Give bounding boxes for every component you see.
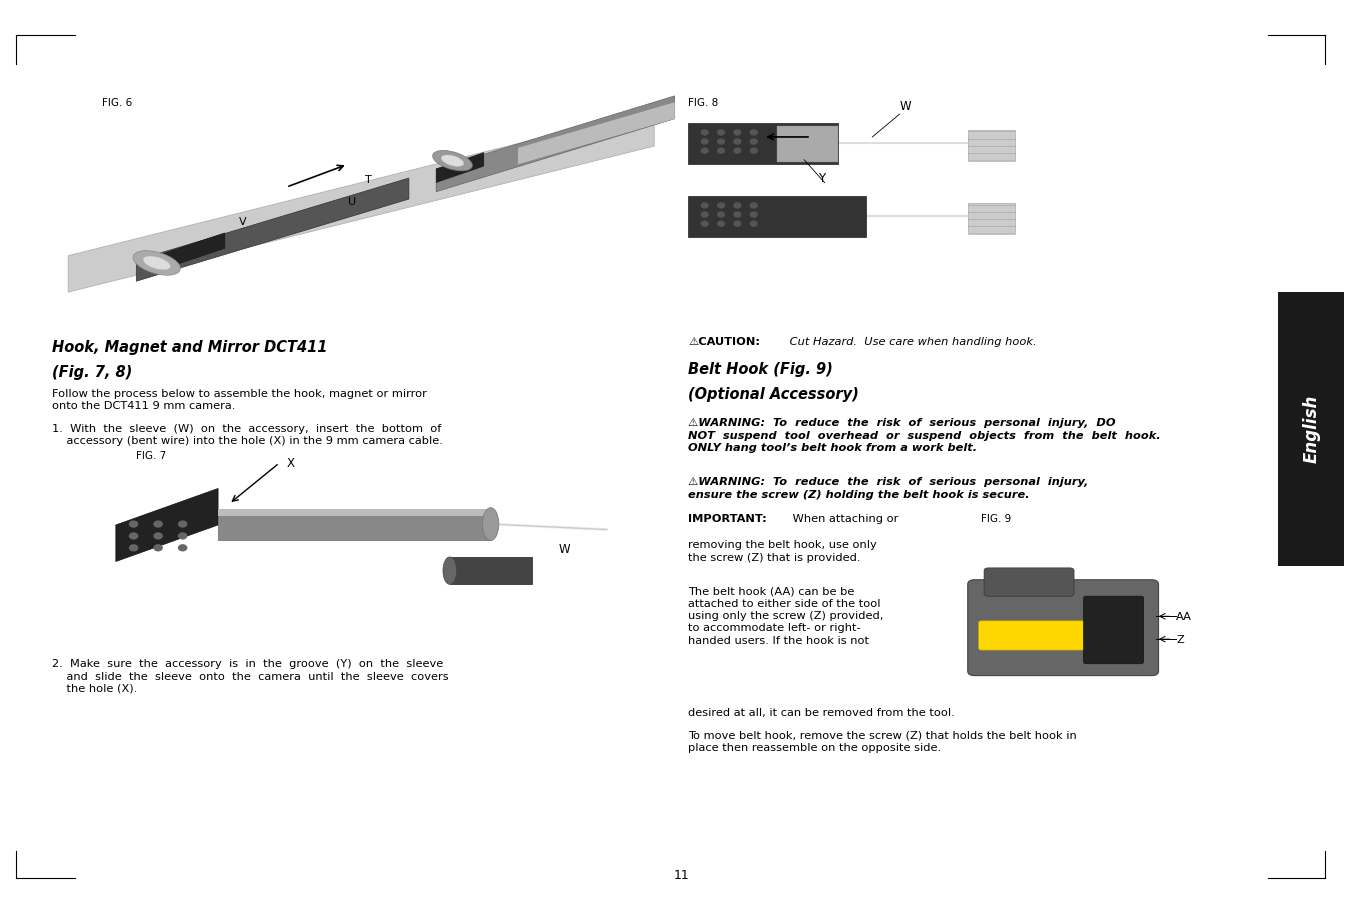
Text: English: English xyxy=(1302,395,1321,463)
Ellipse shape xyxy=(717,212,725,218)
Ellipse shape xyxy=(717,129,725,136)
Ellipse shape xyxy=(701,138,709,145)
Polygon shape xyxy=(68,110,654,292)
Text: X: X xyxy=(286,456,294,469)
Ellipse shape xyxy=(483,508,499,540)
Ellipse shape xyxy=(750,129,758,136)
FancyBboxPatch shape xyxy=(984,568,1074,596)
Polygon shape xyxy=(688,196,866,237)
Polygon shape xyxy=(136,178,409,281)
Ellipse shape xyxy=(750,148,758,154)
Ellipse shape xyxy=(733,202,741,209)
Ellipse shape xyxy=(717,138,725,145)
Ellipse shape xyxy=(717,148,725,154)
Polygon shape xyxy=(688,123,838,164)
Text: ⚠WARNING:  To  reduce  the  risk  of  serious  personal  injury,  DO
NOT  suspen: ⚠WARNING: To reduce the risk of serious … xyxy=(688,418,1161,453)
Text: 2.  Make  sure  the  accessory  is  in  the  groove  (Y)  on  the  sleeve
    an: 2. Make sure the accessory is in the gro… xyxy=(52,659,448,694)
Text: The belt hook (AA) can be be
attached to either side of the tool
using only the : The belt hook (AA) can be be attached to… xyxy=(688,586,883,645)
Ellipse shape xyxy=(134,251,180,275)
Text: FIG. 9: FIG. 9 xyxy=(981,514,1011,524)
Ellipse shape xyxy=(143,256,170,270)
Ellipse shape xyxy=(733,138,741,145)
Ellipse shape xyxy=(701,212,709,218)
Ellipse shape xyxy=(154,544,164,551)
Ellipse shape xyxy=(179,532,188,540)
Ellipse shape xyxy=(442,155,463,166)
Ellipse shape xyxy=(733,221,741,227)
Ellipse shape xyxy=(179,544,188,551)
Text: Z: Z xyxy=(1176,635,1184,645)
Ellipse shape xyxy=(701,221,709,227)
Ellipse shape xyxy=(750,202,758,209)
Text: Y: Y xyxy=(818,172,825,184)
Text: U: U xyxy=(348,197,356,207)
Ellipse shape xyxy=(154,520,164,528)
Ellipse shape xyxy=(733,148,741,154)
Polygon shape xyxy=(436,96,675,192)
Text: (Optional Accessory): (Optional Accessory) xyxy=(688,387,859,402)
Text: V: V xyxy=(239,217,247,227)
Bar xyxy=(1278,292,1344,566)
Text: T: T xyxy=(365,175,372,185)
Text: FIG. 8: FIG. 8 xyxy=(688,98,718,108)
Text: Belt Hook (Fig. 9): Belt Hook (Fig. 9) xyxy=(688,362,833,376)
Text: W: W xyxy=(900,100,912,113)
Ellipse shape xyxy=(750,138,758,145)
Text: desired at all, it can be removed from the tool.: desired at all, it can be removed from t… xyxy=(688,708,955,718)
Ellipse shape xyxy=(733,129,741,136)
Ellipse shape xyxy=(443,557,457,584)
Polygon shape xyxy=(968,130,1015,160)
Ellipse shape xyxy=(129,520,139,528)
Text: Hook, Magnet and Mirror DCT411: Hook, Magnet and Mirror DCT411 xyxy=(52,340,327,354)
Text: ⚠WARNING:  To  reduce  the  risk  of  serious  personal  injury,
ensure the scre: ⚠WARNING: To reduce the risk of serious … xyxy=(688,477,1089,500)
Polygon shape xyxy=(157,233,225,271)
Polygon shape xyxy=(518,102,675,164)
Ellipse shape xyxy=(750,212,758,218)
Polygon shape xyxy=(968,203,1015,233)
Ellipse shape xyxy=(701,129,709,136)
FancyBboxPatch shape xyxy=(968,580,1159,676)
Text: Follow the process below to assemble the hook, magnet or mirror
onto the DCT411 : Follow the process below to assemble the… xyxy=(52,389,427,412)
Ellipse shape xyxy=(432,151,473,171)
FancyBboxPatch shape xyxy=(1084,596,1144,664)
Text: To move belt hook, remove the screw (Z) that holds the belt hook in
place then r: To move belt hook, remove the screw (Z) … xyxy=(688,730,1077,753)
Text: AA: AA xyxy=(1176,612,1193,622)
Text: 11: 11 xyxy=(673,869,690,882)
Polygon shape xyxy=(450,557,532,584)
Text: 1.  With  the  sleeve  (W)  on  the  accessory,  insert  the  bottom  of
    acc: 1. With the sleeve (W) on the accessory,… xyxy=(52,424,443,446)
Polygon shape xyxy=(218,509,491,516)
Ellipse shape xyxy=(179,520,188,528)
Text: IMPORTANT:: IMPORTANT: xyxy=(688,514,767,524)
Ellipse shape xyxy=(701,148,709,154)
Ellipse shape xyxy=(154,532,164,540)
Text: Cut Hazard.  Use care when handling hook.: Cut Hazard. Use care when handling hook. xyxy=(786,337,1037,347)
Polygon shape xyxy=(218,509,491,540)
FancyBboxPatch shape xyxy=(979,621,1086,650)
Text: FIG. 7: FIG. 7 xyxy=(136,451,166,461)
Polygon shape xyxy=(777,126,838,162)
Ellipse shape xyxy=(717,221,725,227)
Ellipse shape xyxy=(750,221,758,227)
Ellipse shape xyxy=(733,212,741,218)
Polygon shape xyxy=(116,488,218,561)
Polygon shape xyxy=(436,152,484,183)
Ellipse shape xyxy=(129,544,139,551)
Text: ⚠CAUTION:: ⚠CAUTION: xyxy=(688,337,761,347)
Text: removing the belt hook, use only
the screw (Z) that is provided.: removing the belt hook, use only the scr… xyxy=(688,540,876,563)
Text: W: W xyxy=(559,543,571,556)
Text: DeWalt: DeWalt xyxy=(1014,628,1044,637)
Text: 12Ν
LiT: 12Ν LiT xyxy=(1107,635,1120,645)
Ellipse shape xyxy=(129,532,139,540)
Ellipse shape xyxy=(717,202,725,209)
Text: (Fig. 7, 8): (Fig. 7, 8) xyxy=(52,365,132,380)
Text: FIG. 6: FIG. 6 xyxy=(102,98,132,108)
Ellipse shape xyxy=(701,202,709,209)
Text: When attaching or: When attaching or xyxy=(789,514,898,524)
